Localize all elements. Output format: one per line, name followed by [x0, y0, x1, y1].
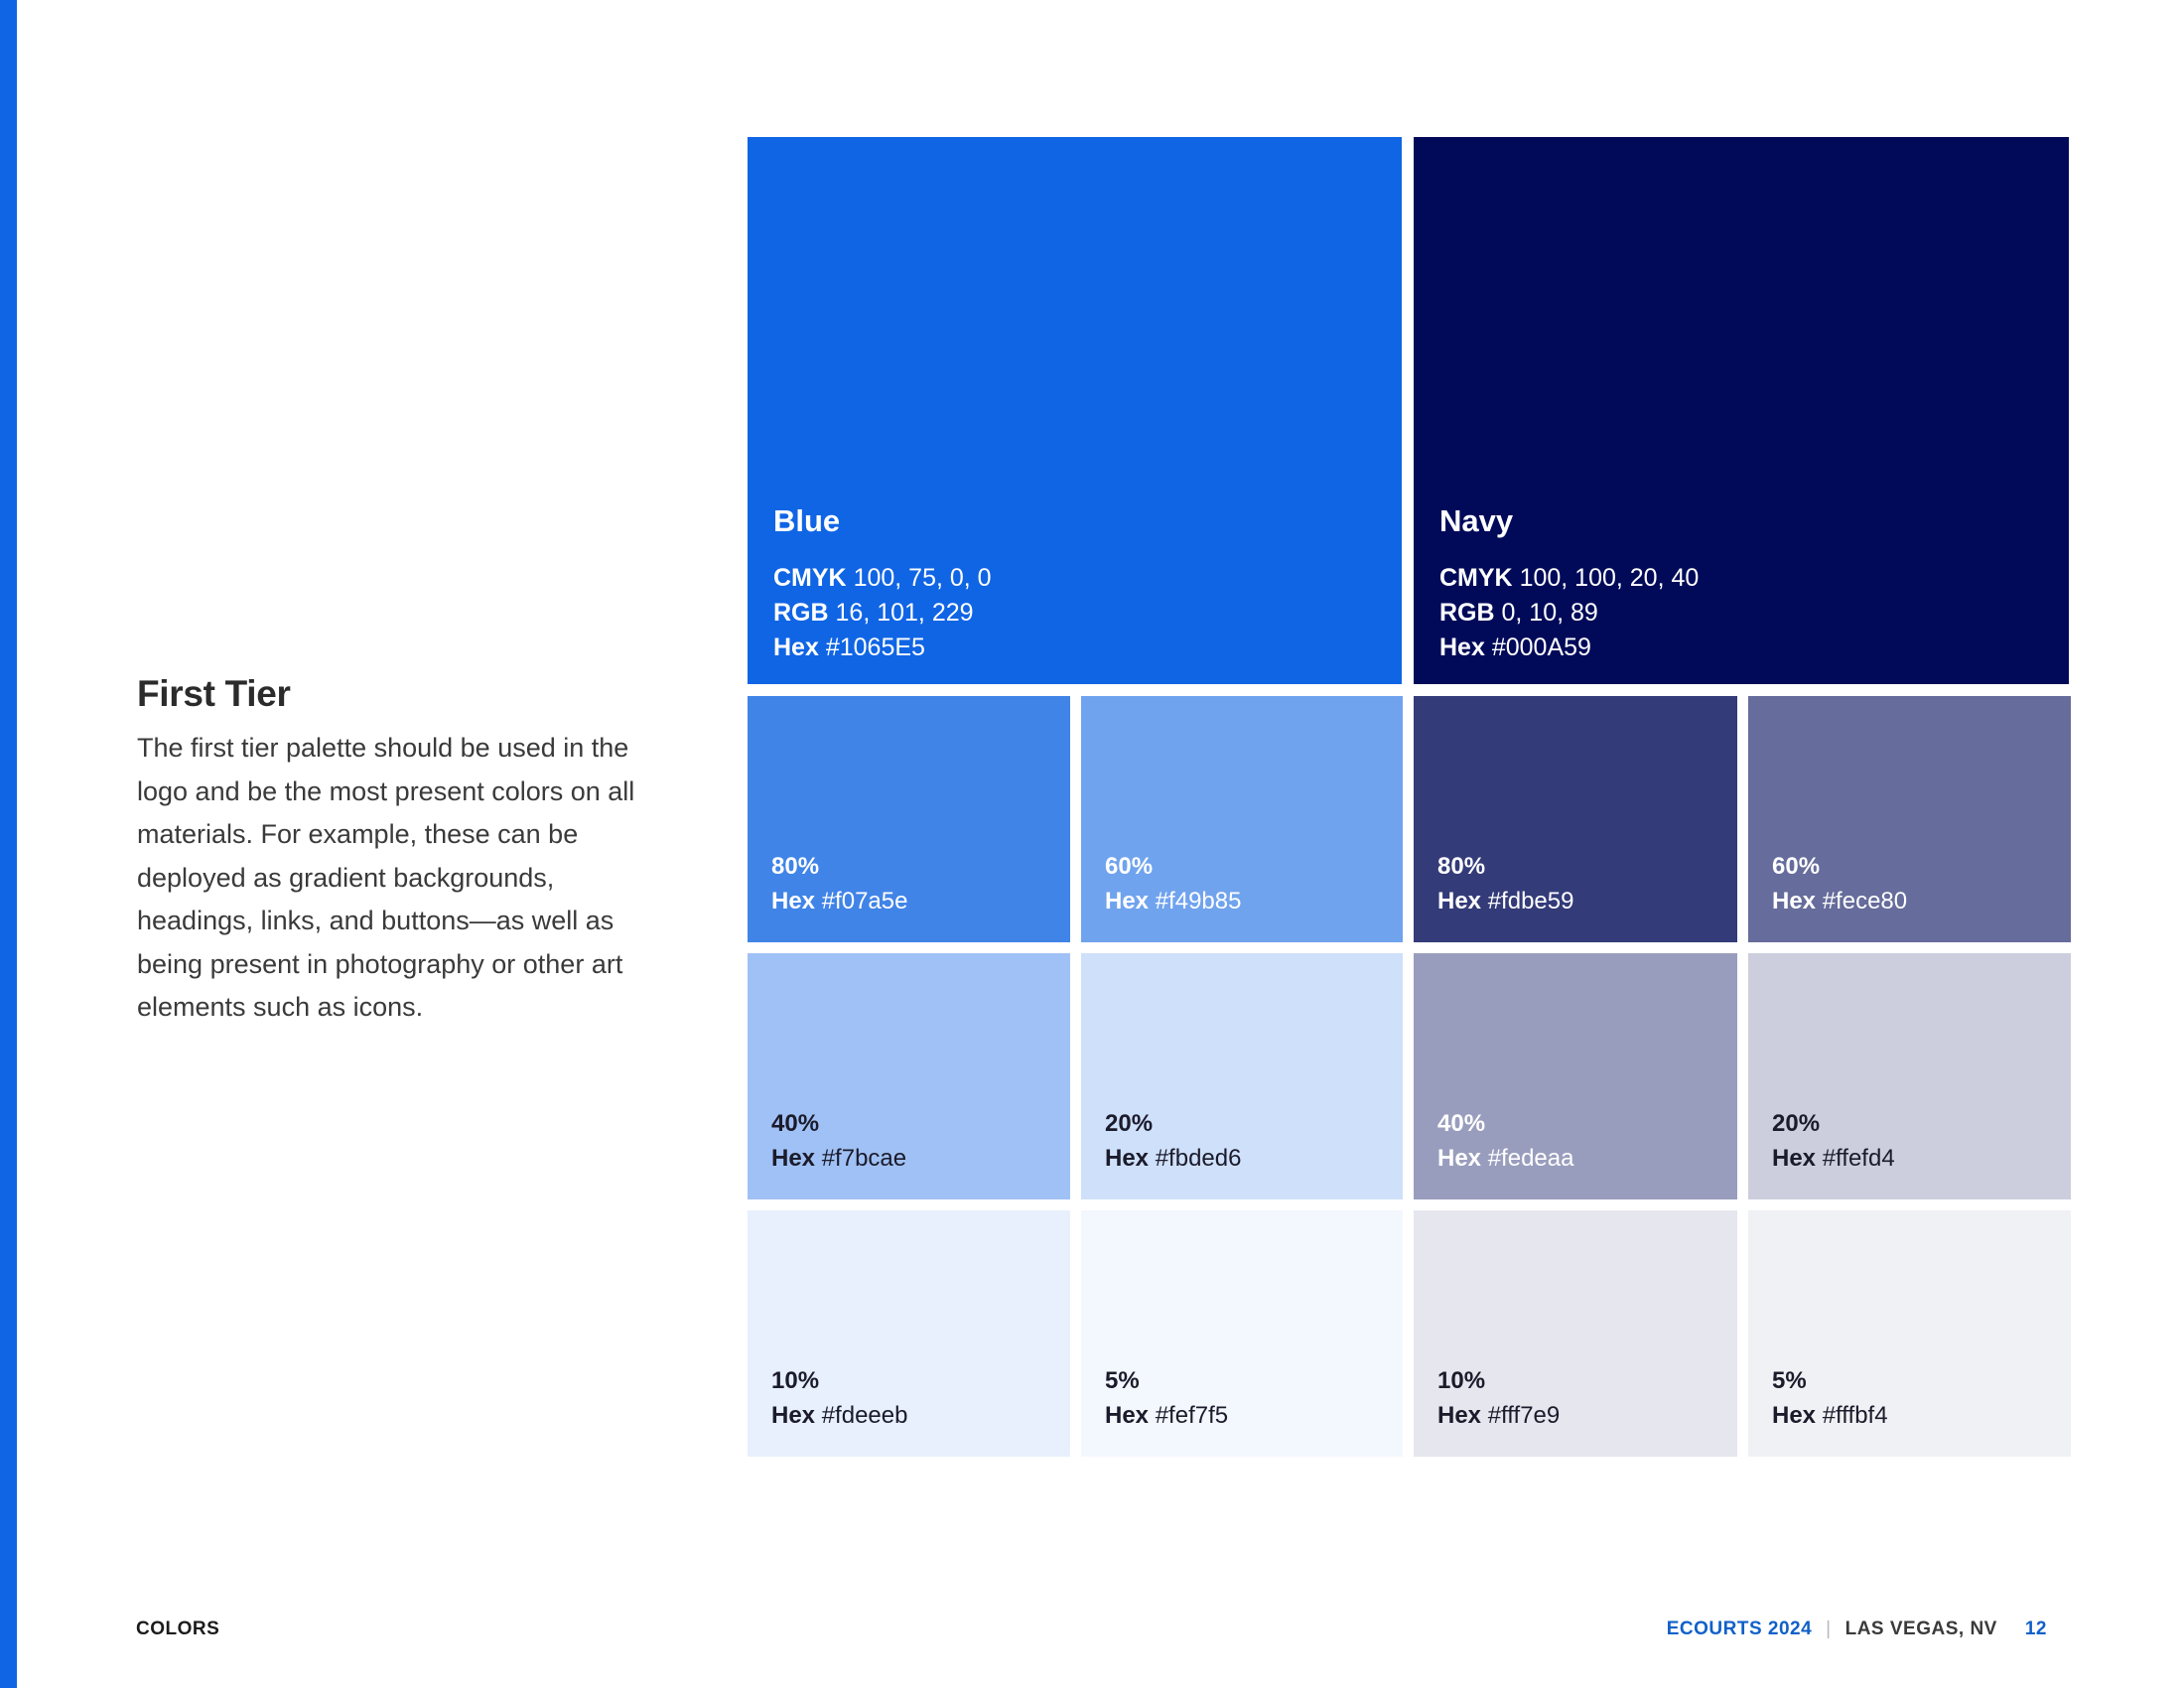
tint-hex: Hex #fff7e9 [1437, 1402, 1561, 1429]
tint-percent: 80% [771, 853, 820, 880]
tint-hex: Hex #fbded6 [1105, 1145, 1242, 1172]
page-number: 12 [2024, 1618, 2047, 1639]
tint-percent: 20% [1772, 1110, 1821, 1137]
tint-label: 10% Hex #fff7e9 [1437, 1363, 1560, 1433]
footer-location: LAS VEGAS, NV [1844, 1618, 1997, 1639]
tint-label: 5% Hex #fef7f5 [1105, 1363, 1228, 1433]
tint-label: 60% Hex #fece80 [1772, 849, 1907, 918]
tint-percent: 60% [1105, 853, 1154, 880]
swatch-rgb: RGB 16, 101, 229 [773, 599, 974, 627]
section-description: The first tier palette should be used in… [137, 733, 635, 1022]
tint-label: 20% Hex #ffefd4 [1772, 1106, 1895, 1176]
footer-event: ECOURTS 2024 [1666, 1618, 1813, 1639]
tint-hex: Hex #fef7f5 [1105, 1402, 1229, 1429]
swatch-blue-label: Blue CMYK 100, 75, 0, 0 RGB 16, 101, 229… [773, 503, 992, 665]
tint-hex: Hex #fffbf4 [1772, 1402, 1888, 1429]
tint-label: 40% Hex #f7bcae [771, 1106, 906, 1176]
swatch-name: Navy [1439, 503, 1514, 538]
tint-navy-10: 10% Hex #fff7e9 [1414, 1210, 1737, 1457]
tint-label: 20% Hex #fbded6 [1105, 1106, 1241, 1176]
tint-percent: 40% [771, 1110, 820, 1137]
tint-label: 5% Hex #fffbf4 [1772, 1363, 1888, 1433]
footer-meta: ECOURTS 2024 | LAS VEGAS, NV 12 [1667, 1618, 2047, 1640]
tint-blue-10: 10% Hex #fdeeeb [748, 1210, 1070, 1457]
tint-blue-5: 5% Hex #fef7f5 [1081, 1210, 1403, 1457]
swatch-hex: Hex #000A59 [1439, 633, 1591, 661]
accent-side-bar [0, 0, 17, 1688]
tint-navy-60: 60% Hex #fece80 [1748, 696, 2071, 942]
tint-percent: 20% [1105, 1110, 1154, 1137]
tint-navy-40: 40% Hex #fedeaa [1414, 953, 1737, 1199]
tint-label: 80% Hex #f07a5e [771, 849, 907, 918]
tint-percent: 10% [1437, 1367, 1486, 1394]
tint-percent: 40% [1437, 1110, 1486, 1137]
tint-label: 80% Hex #fdbe59 [1437, 849, 1573, 918]
tint-percent: 5% [1772, 1367, 1807, 1394]
swatch-blue: Blue CMYK 100, 75, 0, 0 RGB 16, 101, 229… [748, 137, 1402, 684]
tint-blue-80: 80% Hex #f07a5e [748, 696, 1070, 942]
tint-navy-5: 5% Hex #fffbf4 [1748, 1210, 2071, 1457]
swatch-hex: Hex #1065E5 [773, 633, 925, 661]
tint-hex: Hex #f49b85 [1105, 888, 1242, 914]
tint-navy-80: 80% Hex #fdbe59 [1414, 696, 1737, 942]
section-heading: First Tier [137, 673, 291, 714]
tint-blue-60: 60% Hex #f49b85 [1081, 696, 1403, 942]
tint-navy-20: 20% Hex #ffefd4 [1748, 953, 2071, 1199]
swatch-rgb: RGB 0, 10, 89 [1439, 599, 1598, 627]
tint-percent: 5% [1105, 1367, 1140, 1394]
tint-hex: Hex #fdbe59 [1437, 888, 1574, 914]
tint-blue-20: 20% Hex #fbded6 [1081, 953, 1403, 1199]
footer-separator: | [1826, 1618, 1832, 1639]
swatch-navy-label: Navy CMYK 100, 100, 20, 40 RGB 0, 10, 89… [1439, 503, 1699, 665]
swatch-cmyk: CMYK 100, 100, 20, 40 [1439, 564, 1700, 592]
tint-blue-40: 40% Hex #f7bcae [748, 953, 1070, 1199]
swatch-cmyk: CMYK 100, 75, 0, 0 [773, 564, 992, 592]
tint-percent: 10% [771, 1367, 820, 1394]
tint-label: 40% Hex #fedeaa [1437, 1106, 1573, 1176]
intro-block: First Tier The first tier palette should… [137, 671, 673, 1030]
tint-percent: 80% [1437, 853, 1486, 880]
swatch-name: Blue [773, 503, 841, 538]
tint-hex: Hex #fdeeeb [771, 1402, 908, 1429]
tint-label: 10% Hex #fdeeeb [771, 1363, 907, 1433]
tint-percent: 60% [1772, 853, 1821, 880]
swatch-navy: Navy CMYK 100, 100, 20, 40 RGB 0, 10, 89… [1414, 137, 2069, 684]
tint-label: 60% Hex #f49b85 [1105, 849, 1241, 918]
tint-hex: Hex #fece80 [1772, 888, 1908, 914]
tint-hex: Hex #fedeaa [1437, 1145, 1574, 1172]
tint-hex: Hex #f07a5e [771, 888, 908, 914]
tint-hex: Hex #f7bcae [771, 1145, 907, 1172]
footer-section-label: COLORS [136, 1618, 220, 1639]
tint-hex: Hex #ffefd4 [1772, 1145, 1895, 1172]
